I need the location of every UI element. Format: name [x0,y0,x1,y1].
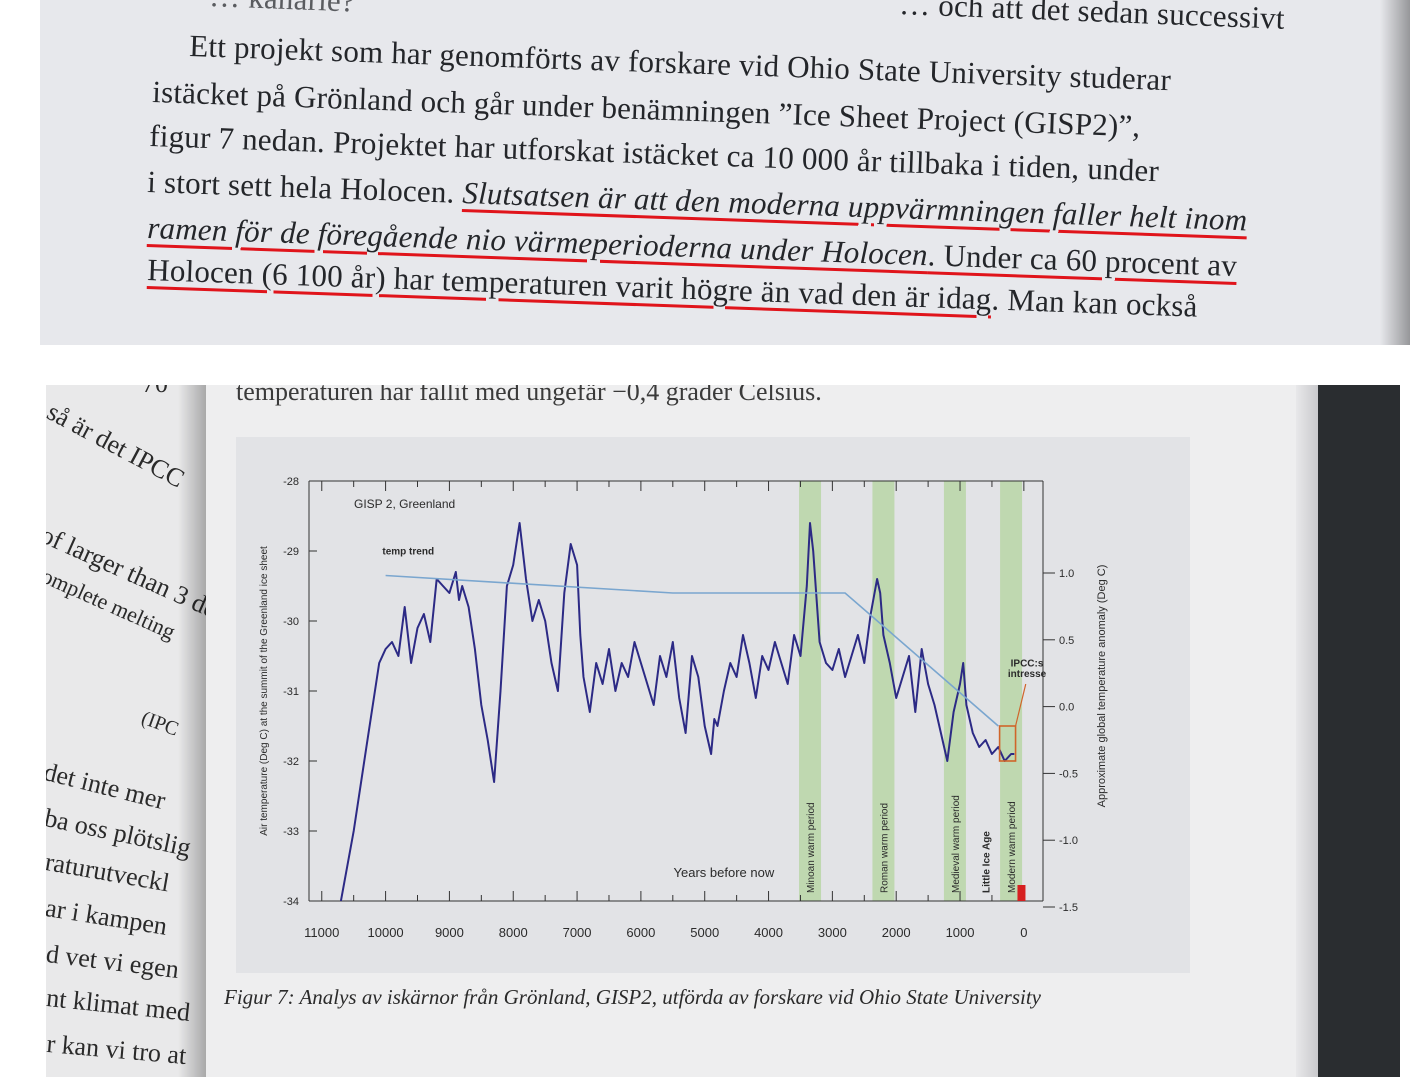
y-tick-label: -30 [283,616,299,628]
y-tick-label: -32 [283,756,299,768]
y-tick-label: -33 [283,826,299,838]
y-axis-title: Air temperature (Deg C) at the summit of… [259,546,270,836]
period-label: Little Ice Age [982,831,993,893]
temp-trend-label: temp trend [382,547,434,558]
y2-tick-label: 0.0 [1059,702,1074,714]
x-tick-label: 6000 [626,925,655,940]
x-tick-label: 11000 [304,925,339,940]
shaded-period [943,481,966,901]
page-edge [1296,385,1318,1077]
chart-inner-title: GISP 2, Greenland [354,497,455,511]
ipcc-annotation-leader [1014,683,1027,727]
underlined-text-5: . Under ca 60 procent av [927,237,1238,284]
x-tick-label: 9000 [435,925,464,940]
previous-text-line: temperaturen har fallit med ungefär −0,4… [236,385,822,406]
left-fragment: d vet vi egen [46,939,181,985]
text-line-0-right: … och att det sedan successivt [898,0,1286,36]
y-tick-label: -31 [283,686,299,698]
y2-tick-label: 0.5 [1059,635,1074,647]
bottom-book-spread: 70 så är det IPCC of larger than 3 deg o… [46,385,1400,1077]
left-fragment: så är det IPCC [46,397,190,494]
period-label: Minoan warm period [806,802,817,893]
left-fragment: r kan vi tro at [46,1029,188,1071]
x-tick-label: 2000 [882,925,911,940]
y2-axis-title: Approximate global temperature anomaly (… [1096,565,1108,808]
x-tick-label: 0 [1020,925,1027,940]
x-tick-label: 1000 [946,925,975,940]
x-axis-title: Years before now [674,865,775,880]
y2-tick-label: -0.5 [1059,768,1078,780]
x-tick-label: 4000 [754,925,783,940]
left-fragment: nt klimat med [46,983,192,1027]
ipcc-annotation-label: intresse [1008,669,1047,680]
text-line-4-plain: i stort sett hela Holocen. [146,164,464,210]
period-label: Roman warm period [879,803,890,893]
text-line-0: … kanarie? [209,0,356,20]
x-tick-label: 5000 [690,925,719,940]
period-label: Medieval warm period [951,795,962,893]
now-marker [1017,885,1026,901]
figure-panel: 11000 10000 9000 8000 7000 6000 5000 4000 3000 20… [236,437,1190,973]
left-fragment: (IPC [138,707,182,741]
book-gutter [178,385,206,1077]
x-tick-label: 3000 [818,925,847,940]
x-tick-label: 7000 [563,925,592,940]
page-number: 70 [142,385,168,399]
temperature-series-line [339,522,1015,902]
y2-tick-label: 1.0 [1059,568,1074,580]
dark-background [1318,385,1400,1077]
y2-tick-label: -1.5 [1059,902,1078,914]
x-tick-label: 10000 [368,925,404,940]
period-label: Modern warm period [1007,801,1018,893]
gisp2-chart: 11000 10000 9000 8000 7000 6000 5000 4000 3000 20… [259,476,1108,940]
page-shadow [1380,0,1410,345]
text-line-6-plain: . Man kan också [990,281,1199,324]
y2-tick-label: -1.0 [1059,835,1078,847]
ipcc-annotation-box [998,725,1017,762]
temp-trend-line [385,574,999,727]
top-book-page: … kanarie? … och att det sedan successiv… [40,0,1410,345]
left-book-page: 70 så är det IPCC of larger than 3 deg o… [46,385,206,1077]
y-tick-label: -34 [283,896,299,908]
ipcc-annotation-label: IPCC:s [1011,659,1044,670]
x-tick-label: 8000 [499,925,528,940]
shaded-period [1000,481,1023,901]
left-fragment: ar i kampen [46,893,170,941]
y-tick-label: -29 [283,546,299,558]
y-tick-label: -28 [283,476,299,488]
figure-caption: Figur 7: Analys av iskärnor från Grönlan… [224,985,1041,1009]
